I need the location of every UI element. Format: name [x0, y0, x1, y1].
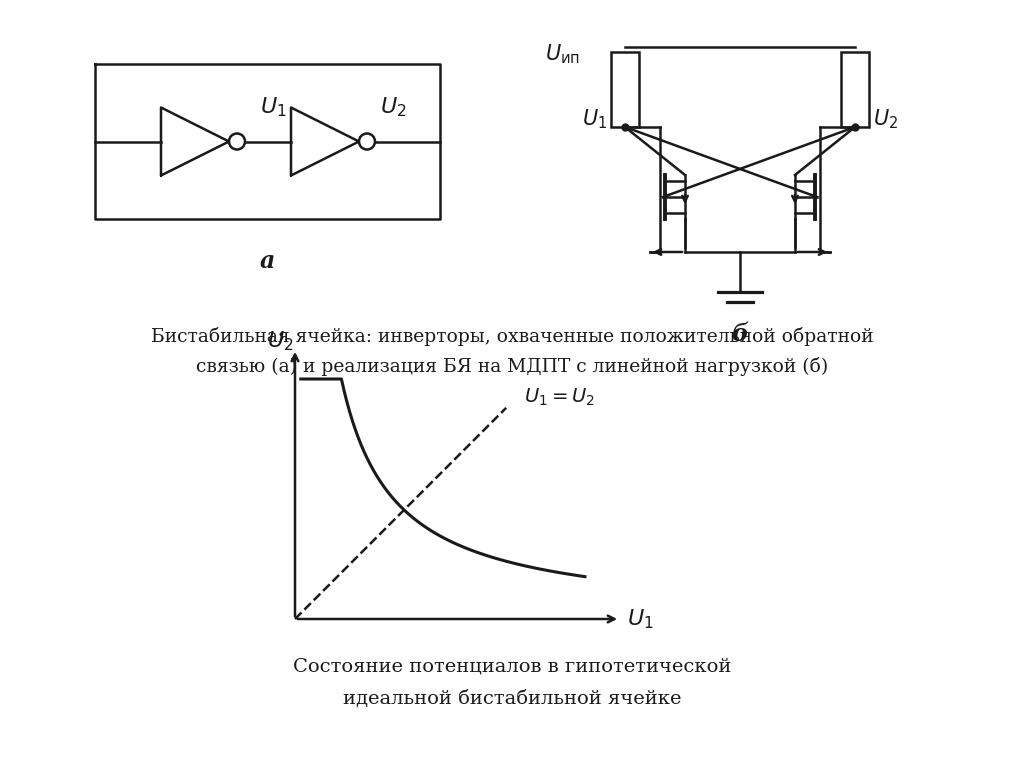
Text: а: а	[260, 249, 275, 273]
Text: идеальной бистабильной ячейке: идеальной бистабильной ячейке	[343, 690, 681, 708]
Text: $U_1$: $U_1$	[260, 96, 287, 120]
Text: $U_2$: $U_2$	[873, 107, 898, 131]
Text: $U_{\rm ип}$: $U_{\rm ип}$	[545, 42, 580, 66]
Text: б: б	[731, 322, 749, 346]
Text: $U_2$: $U_2$	[380, 96, 407, 120]
Text: Состояние потенциалов в гипотетической: Состояние потенциалов в гипотетической	[293, 658, 731, 676]
Text: $U_1$: $U_1$	[582, 107, 607, 131]
Text: $U_2$: $U_2$	[266, 329, 293, 353]
Text: Бистабильная ячейка: инверторы, охваченные положительной обратной: Бистабильная ячейка: инверторы, охваченн…	[151, 328, 873, 347]
Bar	[841, 52, 869, 127]
Text: $U_1=U_2$: $U_1=U_2$	[524, 387, 595, 409]
Text: $U_1$: $U_1$	[627, 607, 653, 630]
Text: связью (а) и реализация БЯ на МДПТ с линейной нагрузкой (б): связью (а) и реализация БЯ на МДПТ с лин…	[196, 357, 828, 377]
Bar	[611, 52, 639, 127]
